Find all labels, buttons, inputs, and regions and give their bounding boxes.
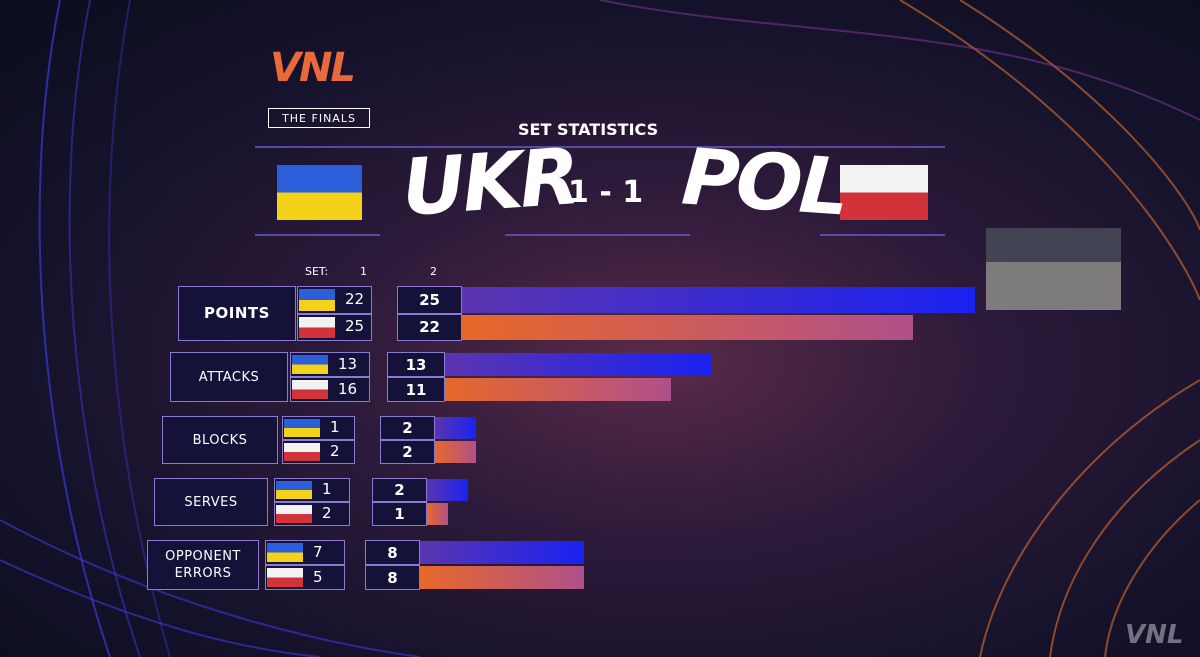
set2-value: 11 xyxy=(387,377,445,402)
set-number: 2 xyxy=(430,265,437,278)
stat-label: POINTS xyxy=(178,286,296,341)
flag-pol xyxy=(292,380,328,399)
set-label: SET: xyxy=(305,265,329,278)
set1-value: 13 xyxy=(338,354,358,373)
set1-value: 22 xyxy=(345,289,365,308)
flag-pol xyxy=(299,316,335,338)
set1-value: 1 xyxy=(322,480,332,498)
set2-value: 2 xyxy=(372,478,427,502)
flag-ukr xyxy=(284,419,320,437)
bar-ukr xyxy=(427,479,468,501)
flag-ukr xyxy=(299,289,335,311)
score: 1 - 1 xyxy=(568,175,644,210)
logo-brand: VNL xyxy=(270,45,356,91)
bar-pol xyxy=(462,314,913,340)
bar-pol xyxy=(420,566,584,589)
bar-ukr xyxy=(435,417,476,439)
bar-ukr xyxy=(420,541,584,564)
bar-ukr xyxy=(462,287,975,313)
stat-label: OPPONENT ERRORS xyxy=(147,540,259,590)
set2-value: 22 xyxy=(397,313,462,341)
set1-value: 25 xyxy=(345,317,365,336)
flag-ukr xyxy=(292,355,328,374)
bar-ukr xyxy=(445,353,712,376)
set1-value: 7 xyxy=(313,542,323,561)
set2-value: 8 xyxy=(365,540,420,565)
flag-ukr xyxy=(267,543,303,562)
set1-value: 16 xyxy=(338,379,358,398)
set2-value: 2 xyxy=(380,416,435,440)
title: SET STATISTICS xyxy=(518,120,659,139)
flag-pol xyxy=(284,443,320,461)
set1-value: 2 xyxy=(330,442,340,460)
flag-ukr xyxy=(277,165,362,220)
set1-value: 2 xyxy=(322,504,332,522)
set1-value: 1 xyxy=(330,418,340,436)
stat-label: BLOCKS xyxy=(162,416,278,464)
bar-pol xyxy=(435,441,476,463)
flag-pol xyxy=(267,568,303,587)
watermark: VNL xyxy=(1125,620,1184,650)
bar-pol xyxy=(445,378,671,401)
set2-value: 8 xyxy=(365,565,420,590)
set2-value: 13 xyxy=(387,352,445,377)
set-number: 1 xyxy=(360,265,367,278)
set2-value: 2 xyxy=(380,440,435,464)
flag-pol xyxy=(276,505,312,523)
bar-pol xyxy=(427,503,448,525)
team-away: POL xyxy=(679,132,850,234)
team-home: UKR xyxy=(399,132,580,234)
set1-value: 5 xyxy=(313,567,323,586)
stat-label: ATTACKS xyxy=(170,352,288,402)
set2-value: 1 xyxy=(372,502,427,526)
flag-ukr xyxy=(276,481,312,499)
set2-value: 25 xyxy=(397,286,462,314)
flag-pol xyxy=(840,165,928,220)
stat-label: SERVES xyxy=(154,478,268,526)
logo-subtitle: THE FINALS xyxy=(268,108,370,128)
